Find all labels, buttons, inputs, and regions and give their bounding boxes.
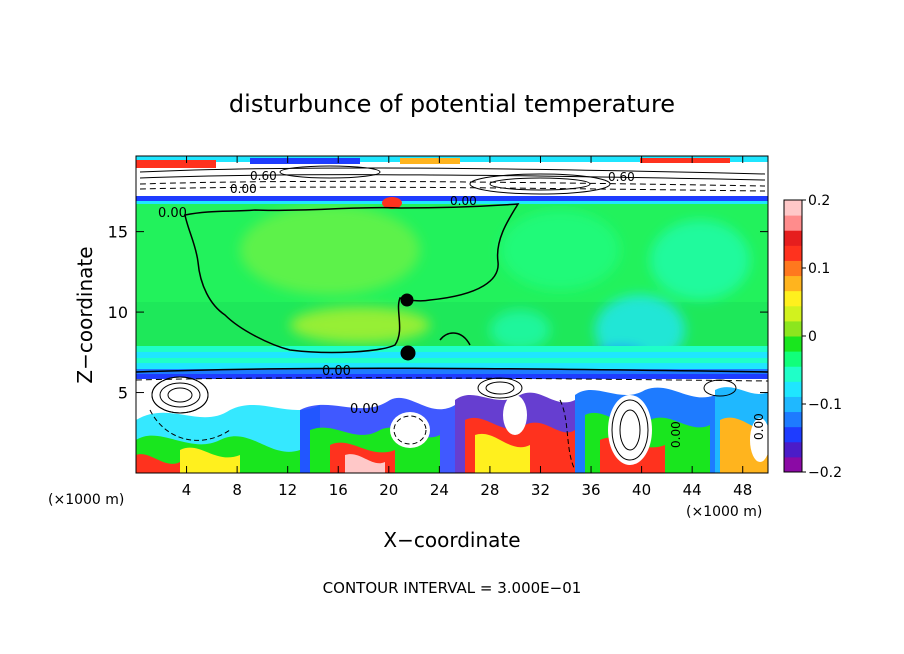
colorbar-segment — [784, 215, 802, 231]
x-tick-label: 36 — [581, 481, 600, 499]
x-tick-label: 28 — [480, 481, 499, 499]
colorbar-segment — [784, 381, 802, 397]
turbulent-eddies — [136, 376, 768, 473]
contour-label: 0.00 — [450, 194, 477, 208]
x-tick-label: 12 — [278, 481, 297, 499]
x-tick-label: 32 — [531, 481, 550, 499]
x-tick-label: 8 — [232, 481, 242, 499]
x-axis-label: X−coordinate — [383, 528, 520, 552]
colorbar-segment — [784, 456, 802, 473]
colorbar-tick-label: 0.1 — [808, 261, 830, 277]
contour-label: 0.00 — [230, 182, 257, 196]
colorbar-segment — [784, 260, 802, 277]
contour-label: 0.00 — [322, 364, 351, 379]
contour-label: 0.00 — [350, 402, 379, 417]
contour-lines — [136, 165, 768, 471]
colorbar-segment — [784, 230, 802, 246]
x-tick-label: 16 — [329, 481, 348, 499]
colorbar: 0.2 0.1 0 −0.1 −0.2 — [783, 193, 842, 481]
colorbar-tick-label: −0.1 — [808, 397, 842, 413]
x-unit-left: (×1000 m) — [48, 492, 124, 508]
x-axis: 4 8 12 16 20 24 28 32 36 40 44 48 — [182, 156, 752, 499]
colorbar-segment — [784, 366, 802, 382]
contour-label: 0.60 — [250, 169, 277, 183]
plot-frame — [135, 155, 769, 474]
y-tick-label: 10 — [108, 303, 128, 322]
colorbar-segment — [784, 336, 802, 352]
y-axis-label: Z−coordinate — [73, 246, 97, 383]
colorbar-segment — [784, 426, 802, 443]
colorbar-segment — [784, 411, 802, 428]
contour-label: 0.60 — [608, 170, 635, 184]
heatmap-field — [136, 156, 768, 473]
colorbar-tick-label: −0.2 — [808, 465, 842, 481]
x-unit-right: (×1000 m) — [686, 504, 762, 520]
colorbar-segment — [784, 305, 802, 322]
x-tick-label: 20 — [379, 481, 398, 499]
x-tick-label: 4 — [182, 481, 192, 499]
x-tick-label: 44 — [683, 481, 702, 499]
contour-label-layer: 0.00 0.00 0.00 0.00 0.60 0.60 0.00 0.00 … — [158, 169, 766, 448]
colorbar-segment — [784, 396, 802, 413]
contour-interval-footer: CONTOUR INTERVAL = 3.000E−01 — [323, 579, 582, 597]
colorbar-segment — [784, 441, 802, 458]
colorbar-segment — [784, 200, 802, 216]
x-tick-label: 48 — [733, 481, 752, 499]
colorbar-segment — [784, 290, 802, 307]
contour-label: 0.00 — [669, 421, 683, 448]
y-axis: 5 10 15 — [108, 223, 768, 403]
colorbar-tick-label: 0 — [808, 329, 817, 345]
chart-title: disturbunce of potential temperature — [229, 90, 675, 118]
y-tick-label: 5 — [118, 384, 128, 403]
colorbar-tick-label: 0.2 — [808, 193, 830, 209]
colorbar-segment — [784, 275, 802, 292]
colorbar-segment — [784, 351, 802, 367]
y-tick-label: 15 — [108, 223, 128, 242]
x-tick-label: 24 — [430, 481, 449, 499]
contour-label: 0.00 — [158, 206, 187, 221]
x-tick-label: 40 — [632, 481, 651, 499]
colorbar-segment — [784, 245, 802, 261]
colorbar-segment — [784, 320, 802, 337]
contour-label: 0.00 — [752, 413, 766, 440]
